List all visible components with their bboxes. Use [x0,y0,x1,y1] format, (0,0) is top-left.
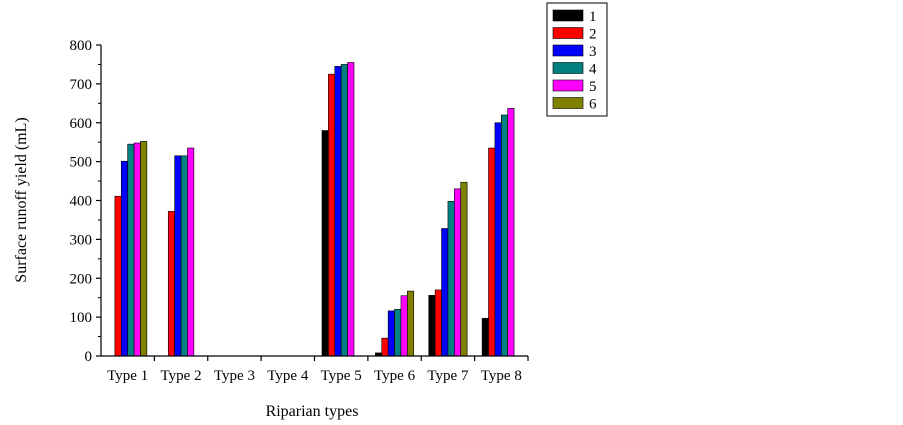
legend: 1 23 45 6 [546,2,608,117]
y-tick-label: 300 [70,232,93,248]
bar-series-5-type-8 [507,108,515,357]
bar-series-4-type-2 [180,155,188,357]
y-tick-label: 200 [70,271,93,287]
axes-layer: 0 100 200 300 400 500 600 700 800 Type 1 Type 2 Typ… [70,38,529,384]
legend-swatch-3 [552,44,584,57]
bar-series-2-type-5 [328,73,336,357]
bar-series-3-type-7 [441,228,449,357]
bar-series-2-type-8 [488,147,496,357]
bar-series-5-type-6 [400,295,408,357]
y-tick-label: 0 [85,349,93,365]
legend-label-2: 2 [589,27,597,43]
legend-swatch-1 [552,9,584,22]
y-tick-label: 800 [70,38,93,54]
bar-series-4-type-7 [447,200,455,357]
legend-swatch-4 [552,62,584,74]
bar-series-3-type-6 [387,310,395,357]
bar-series-5-type-7 [454,188,462,357]
bars-layer [114,62,515,357]
x-tick-label: Type 7 [427,368,469,384]
x-tick-label: Type 4 [267,368,309,384]
y-tick-label: 700 [70,77,93,93]
bar-series-2-type-2 [167,211,175,357]
legend-label-6: 6 [589,97,597,113]
legend-label-4: 4 [589,62,597,78]
x-tick-label: Type 8 [481,368,522,384]
bar-series-4-type-1 [127,143,135,357]
legend-box [546,2,608,117]
y-axis-label: Surface runoff yield (mL) [13,117,30,282]
bar-series-4-type-6 [394,309,402,357]
x-tick-label: Type 6 [374,368,416,384]
legend-swatch-2 [552,27,584,39]
x-tick-label: Type 2 [161,368,202,384]
x-tick-label: Type 3 [214,368,255,384]
bar-series-4-type-8 [501,114,509,357]
bar-series-1-type-5 [321,130,329,357]
bar-series-6-type-1 [140,141,148,357]
y-tick-label: 600 [70,116,93,132]
bar-series-3-type-8 [494,122,502,357]
bar-series-2-type-6 [381,337,389,357]
bar-series-5-type-2 [187,147,195,357]
x-tick-label: Type 1 [107,368,148,384]
bar-series-2-type-1 [114,195,122,357]
legend-label-3: 3 [589,44,597,60]
y-tick-label: 500 [70,155,93,171]
x-tick-label: Type 5 [321,368,362,384]
bar-series-6-type-6 [407,290,415,357]
x-axis-label: Riparian types [266,403,359,420]
y-tick-label: 400 [70,194,93,210]
bar-series-2-type-7 [434,289,442,357]
bar-series-6-type-7 [460,181,468,357]
bar-series-4-type-5 [340,64,348,357]
legend-swatch-5 [552,79,584,92]
bar-series-1-type-8 [481,317,489,357]
y-tick-label: 100 [70,310,93,326]
bar-series-3-type-5 [334,66,342,357]
bar-series-3-type-1 [120,160,128,357]
bar-series-1-type-7 [428,295,436,357]
bar-series-3-type-2 [174,155,182,357]
legend-swatch-6 [552,97,584,109]
bar-series-5-type-5 [347,62,355,357]
legend-label-5: 5 [589,79,597,95]
legend-label-1: 1 [589,9,597,25]
bar-series-5-type-1 [133,142,141,357]
